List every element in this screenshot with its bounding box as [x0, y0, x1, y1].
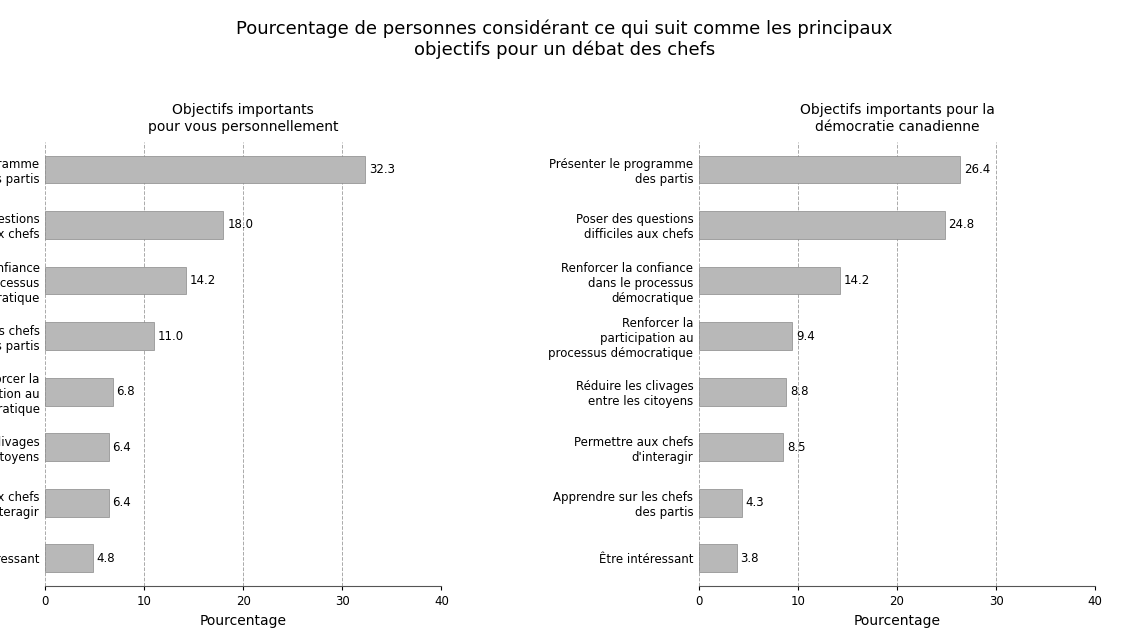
Bar — [699, 156, 961, 184]
Bar — [699, 322, 793, 350]
Text: 14.2: 14.2 — [843, 274, 869, 287]
Bar — [699, 267, 840, 294]
Text: 18.0: 18.0 — [227, 218, 253, 231]
Text: 6.4: 6.4 — [113, 440, 131, 453]
X-axis label: Pourcentage: Pourcentage — [200, 614, 287, 628]
Title: Objectifs importants pour la
démocratie canadienne: Objectifs importants pour la démocratie … — [799, 104, 995, 133]
Text: 14.2: 14.2 — [190, 274, 216, 287]
Text: 6.4: 6.4 — [113, 497, 131, 509]
Bar — [45, 544, 93, 572]
Text: 3.8: 3.8 — [741, 552, 759, 565]
Bar — [699, 489, 742, 516]
Bar — [45, 433, 108, 461]
Bar — [699, 211, 945, 239]
Text: Pourcentage de personnes considérant ce qui suit comme les principaux
objectifs : Pourcentage de personnes considérant ce … — [236, 19, 893, 59]
Bar — [45, 267, 186, 294]
Bar — [45, 322, 155, 350]
Title: Objectifs importants
pour vous personnellement: Objectifs importants pour vous personnel… — [148, 104, 339, 133]
Bar — [45, 156, 365, 184]
Text: 9.4: 9.4 — [796, 330, 815, 343]
Text: 8.5: 8.5 — [787, 440, 806, 453]
Text: 8.8: 8.8 — [790, 385, 808, 398]
Bar — [699, 378, 786, 406]
Bar — [699, 544, 736, 572]
Bar — [45, 378, 113, 406]
Bar — [45, 211, 224, 239]
Text: 11.0: 11.0 — [158, 330, 184, 343]
Text: 6.8: 6.8 — [116, 385, 135, 398]
Text: 24.8: 24.8 — [948, 218, 974, 231]
Text: 4.3: 4.3 — [745, 497, 764, 509]
Bar — [699, 433, 784, 461]
Text: 32.3: 32.3 — [369, 163, 395, 176]
Bar — [45, 489, 108, 516]
Text: 4.8: 4.8 — [97, 552, 115, 565]
X-axis label: Pourcentage: Pourcentage — [854, 614, 940, 628]
Text: 26.4: 26.4 — [964, 163, 990, 176]
